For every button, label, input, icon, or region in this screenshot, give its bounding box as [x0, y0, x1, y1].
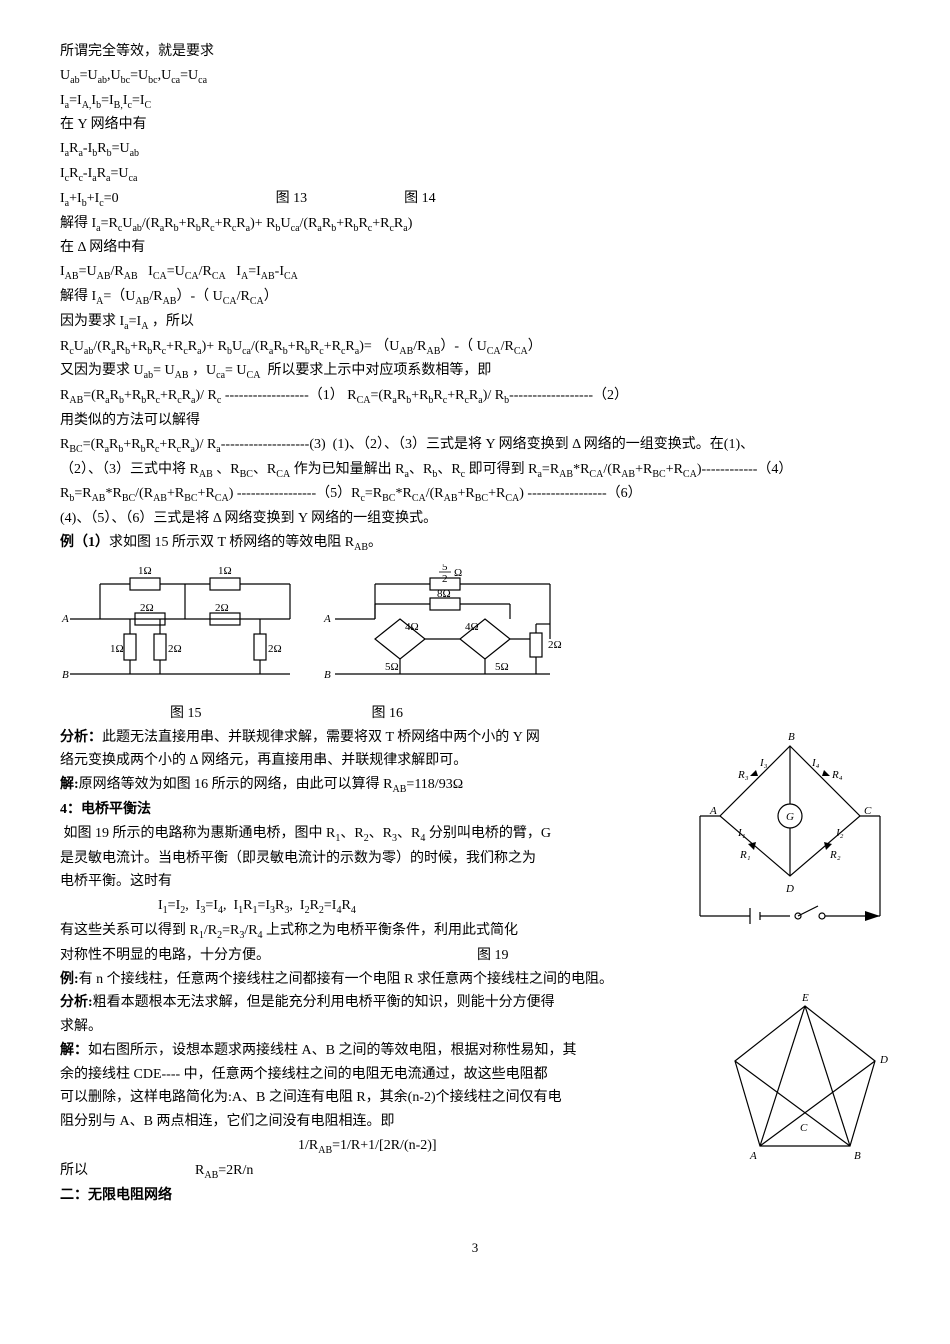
equation: 又因为要求 Uab= UAB ，Uca= UCA 所以要求上示中对应项系数相等，…: [60, 359, 890, 384]
figure-16-svg: 5 2 Ω 8Ω 4Ω 4Ω 5Ω 5Ω 2Ω A B: [320, 564, 580, 694]
r-label: 4Ω: [405, 621, 419, 633]
node-label: B: [788, 731, 795, 743]
page-number: 3: [60, 1237, 890, 1259]
text: 对称性不明显的电路，十分方便。: [60, 948, 270, 963]
fig16-caption: 图 16: [372, 702, 404, 726]
equation: Ia+Ib+Ic=0: [60, 191, 119, 206]
figure-captions: 图 15 图 16: [170, 702, 890, 726]
equation: Ia=IA,Ib=IB,Ic=IC: [60, 89, 890, 114]
node-label: E: [801, 992, 809, 1004]
equation-row: Ia+Ib+Ic=0 图 13 图 14: [60, 187, 890, 212]
equation: IAB=UAB/RAB ICA=UCA/RCA IA=IAB-ICA: [60, 260, 890, 285]
text-row: 对称性不明显的电路，十分方便。 图 19: [60, 944, 890, 968]
text: 在 Δ 网络中有: [60, 236, 890, 260]
node-label: G: [786, 811, 794, 823]
node-label: D: [879, 1054, 888, 1066]
fig19-caption: 图 19: [477, 948, 509, 963]
i-label: I₃: [759, 757, 768, 769]
node-label: A: [61, 613, 69, 625]
example-heading: 例（1）求如图 15 所示双 T 桥网络的等效电阻 RAB。: [60, 531, 890, 556]
equation: Rb=RAB*RBC/(RAB+RBC+RCA) ---------------…: [60, 482, 890, 507]
i-label: I₂: [835, 827, 844, 839]
node-label: B: [854, 1150, 861, 1162]
node-label: C: [800, 1122, 808, 1134]
equation: RBC=(RaRb+RbRc+RcRa)/ Ra----------------…: [60, 433, 890, 458]
r-label: 2: [442, 573, 448, 585]
equation: Uab=Uab,Ubc=Ubc,Uca=Uca: [60, 64, 890, 89]
figure-15-16: 1Ω 1Ω 2Ω 2Ω 1Ω 2Ω 2Ω A B: [60, 564, 890, 694]
fig15-caption: 图 15: [170, 702, 202, 726]
r-label: R₂: [829, 849, 841, 861]
result: RAB=2R/n: [195, 1163, 253, 1178]
i-label: I₄: [811, 757, 820, 769]
r-label: 1Ω: [138, 565, 152, 577]
r-label: R₄: [831, 769, 843, 781]
r-label: 2Ω: [140, 602, 154, 614]
r-label: 4Ω: [465, 621, 479, 633]
node-label: A: [749, 1150, 757, 1162]
r-label: 5Ω: [495, 661, 509, 673]
r-label: R₁: [739, 849, 751, 861]
i-label: I₁: [737, 827, 746, 839]
text: 在 Y 网络中有: [60, 113, 890, 137]
equation: 因为要求 Ia=IA ，所以: [60, 310, 890, 335]
r-label: 2Ω: [215, 602, 229, 614]
so-label: 所以: [60, 1163, 88, 1178]
equation: IcRc-IaRa=Uca: [60, 162, 890, 187]
example: 例:有 n 个接线柱，任意两个接线柱之间都接有一个电阻 R 求任意两个接线柱之间…: [60, 968, 890, 992]
r-label: 1Ω: [110, 643, 124, 655]
text: (4)、（5）、（6）三式是将 Δ 网络变换到 Y 网络的一组变换式。: [60, 507, 890, 531]
section-heading: 二：无限电阻网络: [60, 1184, 890, 1208]
node-label: A: [709, 805, 717, 817]
fig-caption: 图 13: [276, 191, 308, 206]
equation: IaRa-IbRb=Uab: [60, 137, 890, 162]
text: 用类似的方法可以解得: [60, 409, 890, 433]
node-label: D: [785, 883, 794, 895]
r-label: 2Ω: [168, 643, 182, 655]
equation: RcUab/(RaRb+RbRc+RcRa)+ RbUca/(RaRb+RbRc…: [60, 335, 890, 360]
r-label: Ω: [454, 567, 462, 579]
r-label: 1Ω: [218, 565, 232, 577]
figure-19: B A C D G R₃ R₄ R₁ R₂ I₁ I₂ I₃ I₄: [690, 726, 890, 945]
node-label: C: [864, 805, 872, 817]
node-label: B: [324, 669, 331, 681]
node-label: A: [323, 613, 331, 625]
equation: 解得 IA=（UAB/RAB）-（ UCA/RCA）: [60, 285, 890, 310]
r-label: 8Ω: [437, 588, 451, 600]
node-label: B: [62, 669, 69, 681]
equation: RAB=(RaRb+RbRc+RcRa)/ Rc ---------------…: [60, 384, 890, 409]
r-label: 2Ω: [548, 639, 562, 651]
r-label: 5Ω: [385, 661, 399, 673]
figure-pentagon: E D B A C: [720, 991, 890, 1180]
text: 所谓完全等效，就是要求: [60, 40, 890, 64]
equation: 解得 Ia=RcUab/(RaRb+RbRc+RcRa)+ RbUca/(RaR…: [60, 212, 890, 237]
equation: （2）、（3）三式中将 RAB 、RBC、RCA 作为已知量解出 Ra、Rb、R…: [60, 458, 890, 483]
r-label: R₃: [737, 769, 749, 781]
figure-15-svg: 1Ω 1Ω 2Ω 2Ω 1Ω 2Ω 2Ω A B: [60, 564, 320, 694]
fig-caption: 图 14: [404, 191, 436, 206]
r-label: 2Ω: [268, 643, 282, 655]
